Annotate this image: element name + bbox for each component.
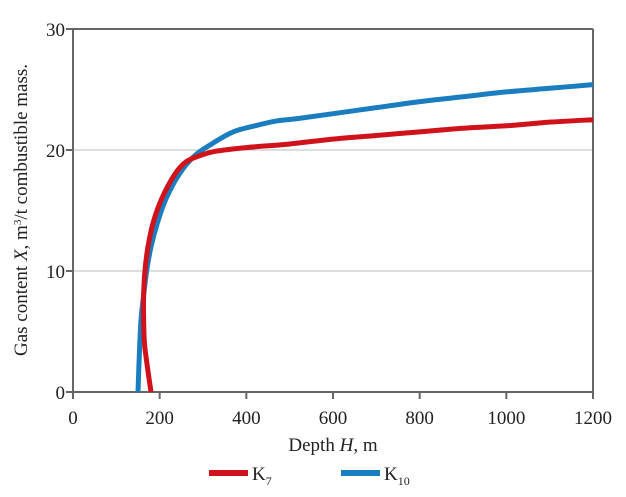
x-tick-label: 400 [232,408,261,429]
y-axis-label-unit: , m [11,225,32,250]
y-axis-label-rest: /t combustible mass. [11,64,32,220]
x-axis-label-var: H [339,435,355,456]
legend-label-k7: K7 [252,464,272,488]
x-tick-label: 1200 [574,408,612,429]
series-lines [135,82,594,393]
legend-label-k10: K10 [384,464,410,488]
y-tick-label: 10 [46,262,65,283]
y-tick-label: 30 [46,20,65,41]
y-axis-label-var: X [11,248,32,262]
series-line-k7 [140,117,594,393]
x-tick-label: 1000 [487,408,525,429]
legend: K7 K10 [209,464,410,488]
x-tick-label: 0 [68,408,78,429]
gridlines [73,149,593,272]
x-axis-label: Depth H, m [288,435,377,456]
x-axis-label-text: Depth [288,435,339,456]
series-line-k10 [135,82,594,393]
x-axis-label-unit: , m [353,435,378,456]
y-tick-labels: 0 10 20 30 [46,20,65,404]
y-axis-label-sup: 3 [12,219,24,225]
y-axis-label-text: Gas content [11,261,32,356]
x-tick-label: 200 [145,408,174,429]
x-tick-label: 600 [319,408,348,429]
y-tick-label: 0 [56,383,66,404]
y-axis-label: Gas content X, m3/t combustible mass. [11,64,32,356]
y-tick-label: 20 [46,141,65,162]
x-tick-label: 800 [405,408,434,429]
x-tick-labels: 0 200 400 600 800 1000 1200 [68,408,612,429]
axes [66,28,594,399]
